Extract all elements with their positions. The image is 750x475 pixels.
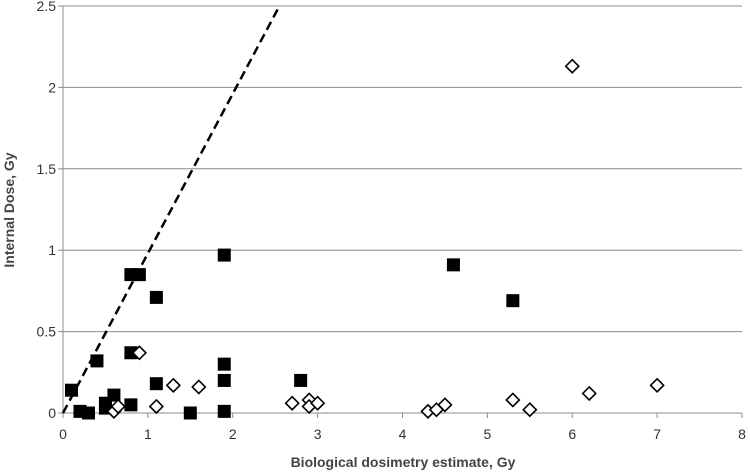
diamond-marker xyxy=(131,345,148,361)
diamond-marker xyxy=(165,377,181,393)
diamond-marker xyxy=(437,397,453,413)
x-tick-label: 8 xyxy=(738,426,746,442)
y-tick-label: 0.5 xyxy=(37,324,57,340)
diamond-marker xyxy=(649,377,665,393)
x-tick-label: 0 xyxy=(59,426,67,442)
square-marker xyxy=(149,377,163,391)
y-tick-labels: 0 0.5 1 1.5 2 2.5 xyxy=(37,0,57,421)
square-marker xyxy=(446,258,460,272)
square-marker xyxy=(217,404,231,418)
reference-line-group xyxy=(61,5,281,414)
x-axis-title: Biological dosimetry estimate, Gy xyxy=(291,454,516,470)
diamond-marker xyxy=(564,58,580,74)
square-marker xyxy=(124,398,138,412)
square-marker xyxy=(183,406,197,420)
y-tick-label: 0 xyxy=(48,405,56,421)
x-tick-label: 4 xyxy=(399,426,407,442)
square-marker xyxy=(217,373,231,387)
axes xyxy=(58,5,743,418)
square-marker xyxy=(64,383,78,397)
square-marker xyxy=(294,373,308,387)
square-marker xyxy=(124,346,138,360)
diamond-marker xyxy=(284,395,300,411)
square-marker xyxy=(107,388,121,402)
diamond-marker xyxy=(309,395,326,411)
square-marker xyxy=(90,354,104,368)
x-tick-label: 5 xyxy=(483,426,491,442)
square-marker xyxy=(149,290,163,304)
x-tick-labels: 0 1 2 3 4 5 6 7 8 xyxy=(59,426,746,442)
x-tick-label: 2 xyxy=(229,426,237,442)
y-axis-title: Internal Dose, Gy xyxy=(1,152,17,267)
reference-line xyxy=(61,5,281,414)
diamond-marker xyxy=(110,398,126,415)
x-tick-label: 7 xyxy=(653,426,661,442)
x-tick-label: 6 xyxy=(568,426,576,442)
data-points xyxy=(64,58,665,420)
diamond-marker xyxy=(522,402,538,418)
square-marker xyxy=(81,406,95,420)
diamond-marker xyxy=(505,392,521,408)
square-marker xyxy=(506,294,520,308)
square-marker xyxy=(217,357,231,371)
y-tick-label: 1 xyxy=(48,242,56,258)
y-tick-label: 2 xyxy=(48,79,56,95)
x-tick-label: 1 xyxy=(144,426,152,442)
x-tick-label: 3 xyxy=(314,426,322,442)
diamond-marker xyxy=(581,385,597,402)
square-marker xyxy=(217,248,231,262)
gridlines xyxy=(63,5,742,333)
y-tick-label: 1.5 xyxy=(37,161,57,177)
square-marker xyxy=(132,268,146,282)
diamond-marker xyxy=(191,379,207,395)
diamond-marker xyxy=(148,398,164,415)
y-tick-label: 2.5 xyxy=(37,0,57,14)
